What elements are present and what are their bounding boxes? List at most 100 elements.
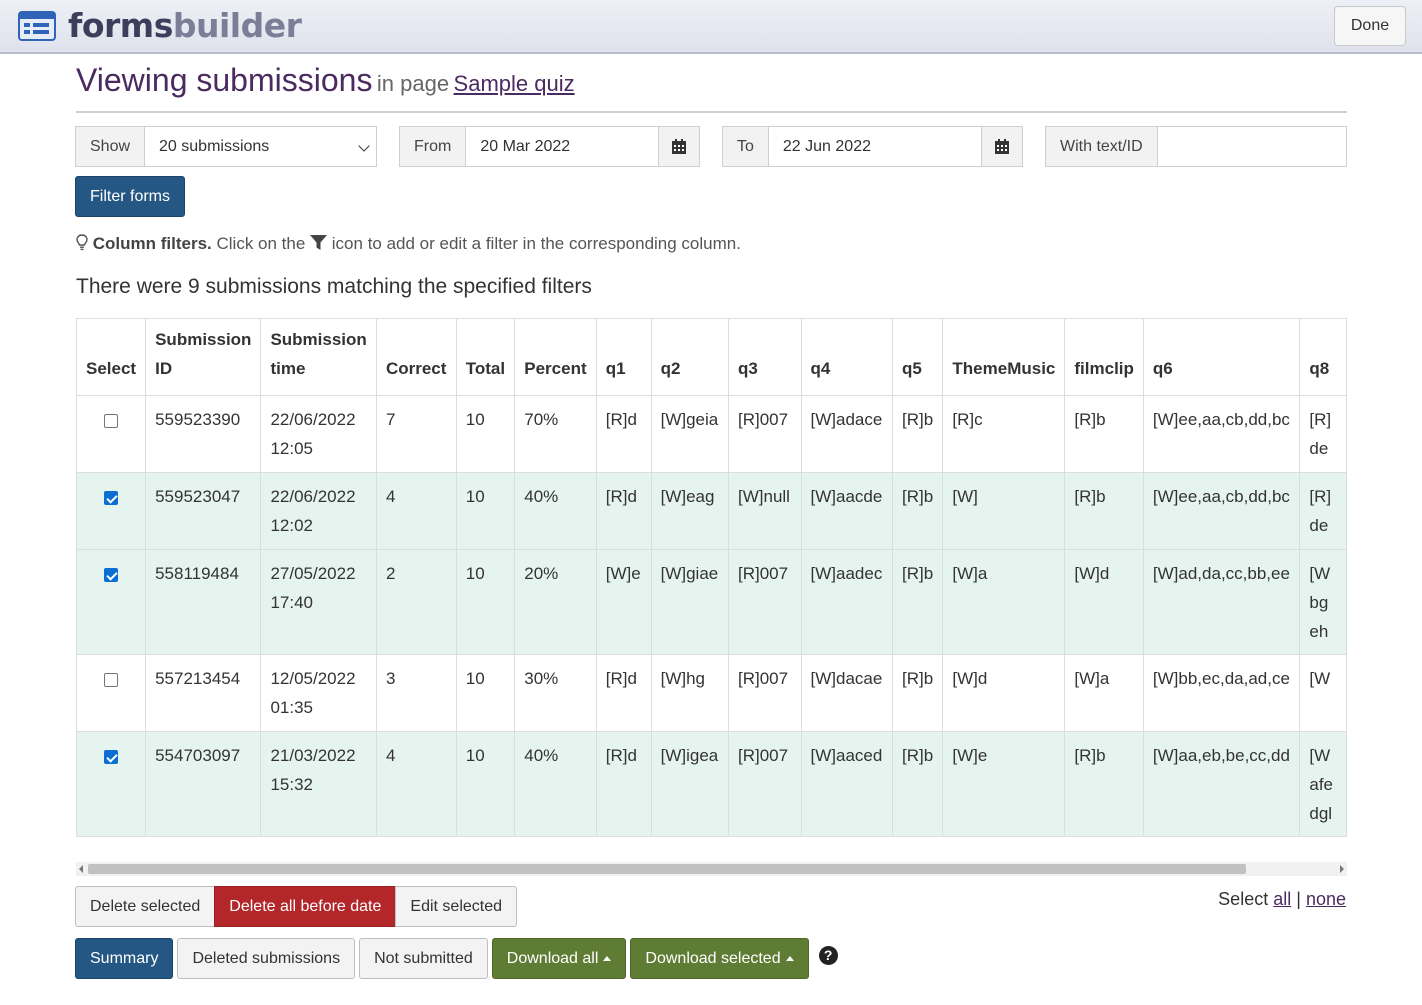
header-q5[interactable]: q5 xyxy=(892,318,944,396)
table-row: 554703097 21/03/2022 15:32 4 10 40% [R]d [W]ige… xyxy=(76,731,1347,837)
cell-q5-text: [R]b xyxy=(902,564,934,583)
cell-percent: 40% xyxy=(514,472,597,550)
cell-q3-text: [R]007 xyxy=(738,564,789,583)
header-q4[interactable]: q4 xyxy=(800,318,894,396)
header-q1[interactable]: q1 xyxy=(595,318,652,396)
text-filter-input[interactable] xyxy=(1158,127,1346,166)
submissions-table-container: Select Submission ID Submission time Cor… xyxy=(76,318,1347,838)
download-selected-button[interactable]: Download selected xyxy=(630,938,809,979)
cell-q6-text: [W]aa,eb,be,cc,dd xyxy=(1152,746,1290,765)
app-logo[interactable]: formsbuilder xyxy=(68,6,302,46)
cell-submission-id: 554703097 xyxy=(145,731,262,837)
cell-theme-music: [R]c xyxy=(942,395,1066,473)
cell-q2-text: [W]hg xyxy=(660,669,706,688)
cell-select xyxy=(76,549,147,655)
question-circle-icon[interactable]: ? xyxy=(818,946,838,965)
cell-total: 10 xyxy=(455,731,516,837)
cell-q2: [W]igea xyxy=(650,731,730,837)
header-q2[interactable]: q2 xyxy=(650,318,730,396)
cell-q2: [W]hg xyxy=(650,654,730,732)
cell-select xyxy=(76,654,147,732)
header-filmclip[interactable]: filmclip xyxy=(1064,318,1144,396)
cell-q2-text: [W]eag xyxy=(660,487,715,506)
header-theme-music[interactable]: ThemeMusic xyxy=(942,318,1066,396)
to-date-input[interactable]: 22 Jun 2022 xyxy=(782,138,871,155)
deleted-submissions-button[interactable]: Deleted submissions xyxy=(177,938,356,979)
cell-total-text: 10 xyxy=(465,487,485,506)
scrollbar-thumb[interactable] xyxy=(88,864,1246,874)
cell-select xyxy=(76,472,147,550)
header-select: Select xyxy=(76,318,147,396)
cell-q8-text: bg xyxy=(1309,593,1329,612)
horizontal-scrollbar[interactable] xyxy=(76,862,1347,876)
cell-q5-text: [R]b xyxy=(902,669,934,688)
cell-filmclip: [R]b xyxy=(1064,731,1144,837)
cell-q3: [R]007 xyxy=(728,654,802,732)
bottom-actions: Summary Deleted submissions Not submitte… xyxy=(75,938,838,979)
from-calendar-button[interactable] xyxy=(658,127,699,166)
header-submission-time[interactable]: Submission time xyxy=(260,318,377,396)
filter-forms-button[interactable]: Filter forms xyxy=(75,176,185,217)
cell-percent-text: 40% xyxy=(524,487,559,506)
cell-q6: [W]ee,aa,cb,dd,bc xyxy=(1142,395,1301,473)
download-all-button[interactable]: Download all xyxy=(491,938,627,979)
header-percent[interactable]: Percent xyxy=(514,318,597,396)
cell-q1-text: [W]e xyxy=(605,564,641,583)
page-link[interactable]: Sample quiz xyxy=(453,71,575,96)
show-select-value: 20 submissions xyxy=(159,138,270,155)
cell-q8: [R] de xyxy=(1299,472,1347,550)
delete-selected-button[interactable]: Delete selected xyxy=(75,886,216,927)
cell-q6-text: [W]bb,ec,da,ad,ce xyxy=(1152,669,1290,688)
summary-button[interactable]: Summary xyxy=(75,938,174,979)
cell-submission-time: 22/06/2022 12:02 xyxy=(260,472,377,550)
to-calendar-button[interactable] xyxy=(981,127,1022,166)
table-row: 558119484 27/05/2022 17:40 2 10 20% [W]e [W]gia… xyxy=(76,549,1347,655)
result-count: There were 9 submissions matching the sp… xyxy=(76,275,592,298)
show-label: Show xyxy=(76,127,146,166)
done-button[interactable]: Done xyxy=(1334,6,1406,46)
cell-submission-time: 22/06/2022 12:05 xyxy=(260,395,377,473)
from-date-input[interactable]: 20 Mar 2022 xyxy=(480,138,571,155)
cell-total-text: 10 xyxy=(465,746,485,765)
cell-submission-time-text: 12/05/2022 xyxy=(270,669,356,688)
scroll-right-arrow-icon[interactable] xyxy=(1340,865,1344,873)
cell-q6-text: [W]ad,da,cc,bb,ee xyxy=(1152,564,1290,583)
scroll-left-arrow-icon[interactable] xyxy=(79,865,83,873)
header-submission-id[interactable]: Submission ID xyxy=(145,318,262,396)
row-select-checkbox[interactable] xyxy=(104,568,119,582)
cell-q4-text: [W]aaced xyxy=(810,746,883,765)
edit-selected-button[interactable]: Edit selected xyxy=(395,886,518,927)
cell-total: 10 xyxy=(455,654,516,732)
cell-submission-id: 558119484 xyxy=(145,549,262,655)
cell-q8-text: dgl xyxy=(1309,804,1333,823)
header-q8[interactable]: q8 xyxy=(1299,318,1347,396)
not-submitted-button[interactable]: Not submitted xyxy=(359,938,488,979)
show-select[interactable]: 20 submissions xyxy=(145,127,376,166)
cell-percent: 20% xyxy=(514,549,597,655)
cell-total-text: 10 xyxy=(465,564,485,583)
row-select-checkbox[interactable] xyxy=(104,414,119,428)
select-none-link[interactable]: none xyxy=(1305,889,1346,909)
cell-percent-text: 20% xyxy=(524,564,559,583)
row-select-checkbox[interactable] xyxy=(104,673,119,687)
header-q6[interactable]: q6 xyxy=(1142,318,1301,396)
cell-percent: 40% xyxy=(514,731,597,837)
header-total[interactable]: Total xyxy=(455,318,516,396)
cell-q1-text: [R]d xyxy=(605,746,637,765)
cell-q6: [W]ad,da,cc,bb,ee xyxy=(1142,549,1301,655)
row-select-checkbox[interactable] xyxy=(104,491,119,505)
cell-q3-text: [W]null xyxy=(738,487,790,506)
header-q3[interactable]: q3 xyxy=(728,318,802,396)
cell-correct-text: 4 xyxy=(385,746,396,765)
logo-part-builder: builder xyxy=(172,6,302,45)
cell-q5: [R]b xyxy=(892,395,944,473)
row-select-checkbox[interactable] xyxy=(104,750,119,764)
select-all-link[interactable]: all xyxy=(1273,889,1292,909)
cell-q1-text: [R]d xyxy=(605,669,637,688)
cell-q6: [W]ee,aa,cb,dd,bc xyxy=(1142,472,1301,550)
download-all-label: Download all xyxy=(506,950,599,967)
cell-q3: [R]007 xyxy=(728,395,802,473)
header-correct[interactable]: Correct xyxy=(375,318,457,396)
cell-filmclip-text: [W]a xyxy=(1074,669,1110,688)
delete-all-before-date-button[interactable]: Delete all before date xyxy=(214,886,397,927)
